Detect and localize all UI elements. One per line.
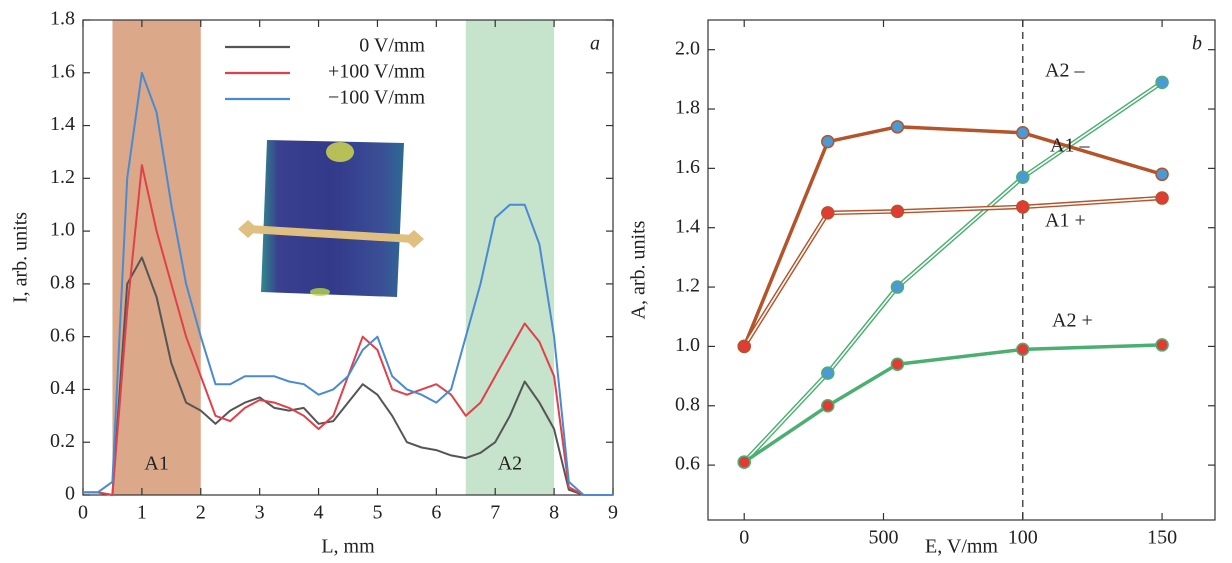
series-label: A1 +: [1045, 210, 1086, 232]
x-axis-label: L, mm: [321, 536, 375, 558]
series-label: A2 –: [1045, 60, 1085, 82]
marker: [821, 399, 835, 413]
plot-frame: [707, 19, 1216, 521]
region-label: A1: [144, 453, 168, 475]
inset-diamond: [404, 230, 424, 248]
marker: [890, 280, 905, 294]
y-tick-label: 1.0: [50, 219, 75, 241]
series-line: [83, 256, 613, 496]
series-label: A2 +: [1052, 310, 1093, 332]
panel-label: a: [590, 33, 600, 55]
y-tick-label: 0.4: [50, 377, 75, 399]
x-tick-label: 4: [314, 502, 324, 524]
series-line-inner: [743, 197, 1163, 347]
region: [112, 20, 201, 495]
inset-hotspot: [326, 142, 354, 162]
marker: [737, 455, 751, 469]
legend-label: −100 V/mm: [328, 87, 425, 109]
inset-image: [238, 140, 424, 297]
marker: [1016, 342, 1030, 357]
y-tick-label: 1.6: [675, 156, 700, 178]
marker: [1155, 75, 1169, 90]
inset-profile-line: [247, 225, 415, 243]
x-tick-label: 1: [137, 502, 147, 524]
marker: [890, 204, 905, 219]
x-tick-label: 7: [490, 502, 500, 524]
marker: [890, 357, 905, 371]
x-tick-label: 2: [196, 502, 206, 524]
y-tick-label: 0.8: [50, 271, 75, 293]
y-tick-label: 0: [65, 483, 75, 505]
y-tick-label: 1.4: [675, 215, 700, 237]
series-line: [743, 343, 1163, 464]
series-label: A1 –: [1050, 135, 1090, 157]
marker: [1155, 167, 1169, 182]
series-line: [742, 195, 1163, 348]
y-tick-label: 2.0: [675, 37, 700, 59]
y-tick-label: 0.2: [50, 430, 75, 452]
x-tick-label: 6: [431, 502, 441, 524]
y-tick-label: 0.6: [675, 453, 700, 475]
y-tick-label: 1.2: [675, 275, 700, 297]
y-tick-label: 1.2: [50, 166, 75, 188]
marker: [1016, 200, 1030, 214]
x-tick-label: 8: [549, 502, 559, 524]
marker: [737, 339, 751, 354]
x-tick-label: 500: [869, 527, 899, 549]
x-tick-label: 5: [372, 502, 382, 524]
y-tick-label: 0.8: [675, 393, 700, 415]
y-tick-label: 1.8: [50, 8, 75, 30]
x-axis-label: E, V/mm: [925, 536, 998, 558]
y-tick-label: 0.6: [50, 324, 75, 346]
marker: [1155, 338, 1169, 352]
y-axis-label: A, arb. units: [628, 220, 650, 319]
series-line: [742, 80, 1164, 464]
inset-diamond: [238, 220, 258, 238]
inset-map: [261, 140, 404, 297]
x-tick-label: 0: [78, 502, 88, 524]
x-tick-label: 100: [1008, 527, 1038, 549]
marker: [821, 134, 835, 149]
plot-frame: [82, 19, 614, 496]
y-tick-label: 1.6: [50, 60, 75, 82]
inset-hotspot: [310, 288, 330, 296]
marker: [890, 120, 905, 134]
series-line: [83, 71, 613, 496]
y-axis-label: I, arb. units: [10, 212, 32, 303]
x-tick-label: 150: [1147, 527, 1177, 549]
legend-label: +100 V/mm: [328, 61, 425, 83]
x-tick-label: 9: [608, 502, 618, 524]
marker: [821, 366, 835, 380]
x-tick-label: 3: [255, 502, 265, 524]
y-tick-label: 1.8: [675, 97, 700, 119]
marker: [1016, 170, 1030, 185]
y-tick-label: 1.4: [50, 113, 75, 135]
region-label: A2: [498, 453, 522, 475]
y-tick-label: 1.0: [675, 334, 700, 356]
legend-label: 0 V/mm: [359, 35, 425, 57]
marker: [1155, 191, 1169, 205]
marker: [821, 206, 835, 220]
marker: [1016, 126, 1030, 140]
x-tick-label: 0: [739, 527, 749, 549]
panel-label: b: [1192, 33, 1202, 55]
series-line-inner: [743, 81, 1163, 463]
